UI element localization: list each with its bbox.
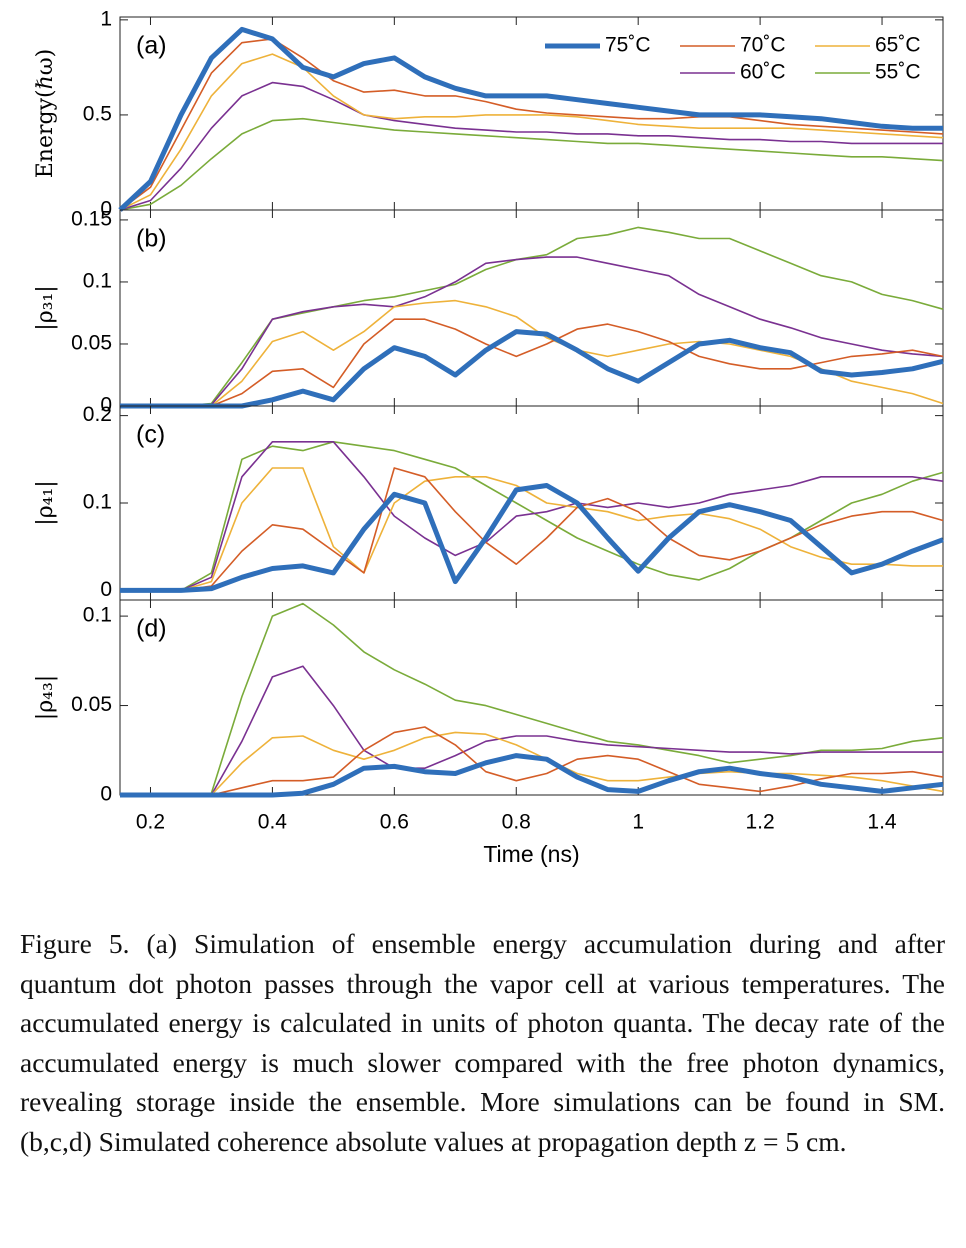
x-tick-label: 1.4	[867, 811, 897, 834]
x-tick-label: 0.2	[136, 811, 165, 834]
series-line	[120, 329, 944, 409]
panel-label: (a)	[136, 32, 167, 60]
series-line	[119, 38, 944, 211]
series-line	[120, 226, 944, 407]
series-line	[119, 117, 944, 211]
series-line	[120, 731, 944, 796]
y-tick-label: 0.05	[71, 693, 112, 716]
series-line	[120, 665, 943, 796]
panel-label: (b)	[136, 225, 167, 253]
y-tick-label: 0	[100, 578, 112, 601]
axes-box	[119, 209, 944, 407]
panel-label: (d)	[136, 615, 167, 643]
series-line	[119, 81, 943, 211]
y-tick-label: 1	[100, 7, 112, 30]
legend-label: 55˚C	[875, 61, 921, 84]
series-line	[120, 318, 944, 407]
legend-label: 60˚C	[740, 61, 786, 84]
y-tick-label: 0.05	[71, 332, 112, 355]
y-tick-label: 0.5	[83, 102, 112, 125]
y-tick-label: 0.1	[83, 604, 112, 627]
y-tick-label: 0	[100, 394, 112, 417]
x-axis-label: Time (ns)	[483, 841, 579, 867]
series-line	[120, 602, 944, 796]
legend-box	[540, 30, 936, 88]
series-line	[120, 753, 944, 798]
y-tick-label: 0.15	[71, 207, 112, 230]
axes-box	[119, 405, 944, 601]
legend-label: 65˚C	[875, 34, 921, 57]
legend-label: 75˚C	[605, 34, 651, 57]
x-tick-label: 1	[632, 811, 644, 834]
series-line	[118, 26, 943, 212]
caption: Figure 5. (a) Simulation of ensemble ene…	[20, 928, 945, 1157]
series-line	[120, 256, 944, 407]
x-tick-label: 1.2	[746, 811, 775, 834]
series-line	[120, 467, 943, 592]
y-axis-label: Energy(ℏω)	[33, 49, 58, 179]
y-tick-label: 0	[100, 783, 112, 806]
y-axis-label: |ρ₃₁|	[33, 285, 58, 330]
y-axis-label: |ρ₄₃|	[33, 675, 58, 720]
axes-box	[119, 599, 944, 796]
series-line	[120, 483, 944, 593]
series-line	[120, 441, 944, 592]
legend-label: 70˚C	[740, 34, 786, 57]
series-line	[120, 441, 944, 592]
y-tick-label: 0.2	[83, 403, 112, 426]
x-tick-label: 0.4	[258, 811, 288, 834]
series-line	[119, 53, 944, 211]
series-line	[120, 299, 944, 407]
y-tick-label: 0.1	[83, 491, 112, 514]
x-tick-label: 0.6	[380, 811, 409, 834]
y-tick-label: 0	[100, 198, 112, 221]
x-tick-label: 0.8	[502, 811, 531, 834]
y-tick-label: 0.1	[83, 269, 112, 292]
y-axis-label: |ρ₄₁|	[33, 480, 58, 525]
panel-label: (c)	[136, 421, 165, 449]
